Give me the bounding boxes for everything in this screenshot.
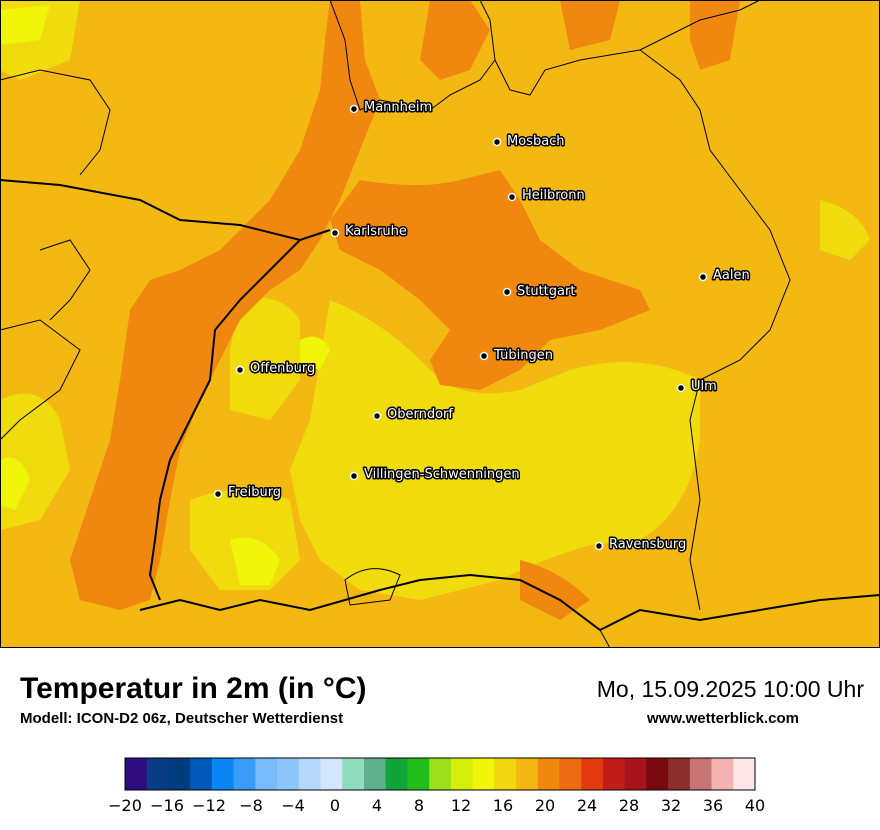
legend-swatch <box>277 758 300 790</box>
color-legend: −20 −16 −12 −8 −4 0 4 8 12 16 20 24 28 32 36 40 <box>108 757 765 815</box>
city-marker <box>372 411 382 421</box>
legend-swatch <box>559 758 582 790</box>
legend-tick-label: 36 <box>703 796 723 815</box>
city-label: Heilbronn <box>522 188 585 203</box>
legend-swatch <box>233 758 256 790</box>
website-link[interactable]: www.wetterblick.com <box>647 710 799 727</box>
legend-swatch <box>255 758 278 790</box>
legend-tick-label: 8 <box>414 796 424 815</box>
legend-tick-label: −4 <box>281 796 305 815</box>
city-label: Ravensburg <box>609 537 686 552</box>
city-tuebingen: Tübingen <box>479 347 555 365</box>
city-marker <box>507 192 517 202</box>
legend-tick-label: 40 <box>745 796 765 815</box>
legend-swatch <box>668 758 691 790</box>
city-marker <box>676 383 686 393</box>
legend-swatch <box>125 758 148 790</box>
city-label: Oberndorf <box>387 407 453 422</box>
legend-tick-label: 0 <box>330 796 340 815</box>
city-label: Ulm <box>691 379 717 394</box>
legend-swatch <box>429 758 452 790</box>
city-marker <box>479 351 489 361</box>
legend-ticks: −20 −16 −12 −8 −4 0 4 8 12 16 20 24 28 32 36 40 <box>108 796 765 815</box>
city-oberndorf: Oberndorf <box>372 406 455 424</box>
city-ulm: Ulm <box>676 378 718 396</box>
legend-swatch <box>602 758 626 790</box>
legend-swatch <box>646 758 669 790</box>
legend-tick-label: 16 <box>493 796 513 815</box>
city-mannheim: Mannheim <box>349 99 434 117</box>
legend-swatch <box>450 758 474 790</box>
legend-tick-label: −8 <box>239 796 263 815</box>
city-karlsruhe: Karlsruhe <box>330 223 408 241</box>
legend-swatch <box>494 758 517 790</box>
city-stuttgart: Stuttgart <box>502 283 577 301</box>
legend-swatch <box>298 758 322 790</box>
city-label: Stuttgart <box>517 284 575 299</box>
map-title: Temperatur in 2m (in °C) <box>20 672 367 705</box>
city-marker <box>502 287 512 297</box>
legend-swatch <box>190 758 213 790</box>
city-label: Villingen-Schwenningen <box>364 467 520 482</box>
city-label: Freiburg <box>228 485 281 500</box>
city-mosbach: Mosbach <box>492 133 566 151</box>
legend-tick-label: 20 <box>535 796 555 815</box>
city-marker <box>213 489 223 499</box>
legend-swatch <box>385 758 408 790</box>
legend-tick-label: −12 <box>192 796 226 815</box>
city-freiburg: Freiburg <box>213 484 283 502</box>
border-lines <box>0 179 880 631</box>
legend-swatch <box>146 758 169 790</box>
legend-tick-label: −20 <box>108 796 142 815</box>
legend-tick-label: 28 <box>619 796 639 815</box>
city-marker <box>349 104 359 114</box>
city-marker <box>594 541 604 551</box>
legend-swatch <box>363 758 387 790</box>
legend-swatch <box>581 758 604 790</box>
city-marker <box>698 272 708 282</box>
temp-zone-14-16 <box>0 5 330 585</box>
city-marker <box>235 365 245 375</box>
legend-tick-label: 24 <box>577 796 597 815</box>
city-aalen: Aalen <box>698 267 751 285</box>
legend-tick-label: 4 <box>372 796 382 815</box>
model-info: Modell: ICON-D2 06z, Deutscher Wetterdie… <box>20 710 344 727</box>
city-label: Karlsruhe <box>345 224 407 239</box>
city-marker <box>349 471 359 481</box>
legend-tick-label: 12 <box>451 796 471 815</box>
legend-swatch <box>320 758 343 790</box>
temp-zone-20-22 <box>70 0 740 620</box>
legend-swatch <box>624 758 647 790</box>
legend-swatch <box>342 758 365 790</box>
admin-lines <box>0 0 791 648</box>
city-offenburg: Offenburg <box>235 360 317 378</box>
legend-swatch <box>168 758 191 790</box>
temperature-map: Mannheim Mosbach Heilbronn Karlsruhe Aal… <box>0 0 880 648</box>
city-label: Mannheim <box>364 100 432 115</box>
city-ravensburg: Ravensburg <box>594 536 688 554</box>
forecast-datetime: Mo, 15.09.2025 10:00 Uhr <box>596 676 864 702</box>
legend-swatches <box>124 757 756 791</box>
city-marker <box>492 137 502 147</box>
city-villingen-schwenningen: Villingen-Schwenningen <box>349 466 521 484</box>
legend-swatch <box>407 758 430 790</box>
city-marker <box>330 228 340 238</box>
city-label: Mosbach <box>507 134 565 149</box>
legend-tick-label: 32 <box>661 796 681 815</box>
legend-frame <box>124 757 756 791</box>
city-label: Tübingen <box>493 348 553 363</box>
legend-swatch <box>472 758 495 790</box>
city-label: Offenburg <box>250 361 315 376</box>
legend-swatch <box>711 758 734 790</box>
legend-tick-label: −16 <box>150 796 184 815</box>
legend-swatch <box>689 758 713 790</box>
legend-swatch <box>516 758 539 790</box>
city-label: Aalen <box>713 268 750 283</box>
legend-swatch <box>211 758 235 790</box>
legend-swatch <box>733 758 756 790</box>
city-heilbronn: Heilbronn <box>507 187 586 205</box>
legend-swatch <box>537 758 560 790</box>
